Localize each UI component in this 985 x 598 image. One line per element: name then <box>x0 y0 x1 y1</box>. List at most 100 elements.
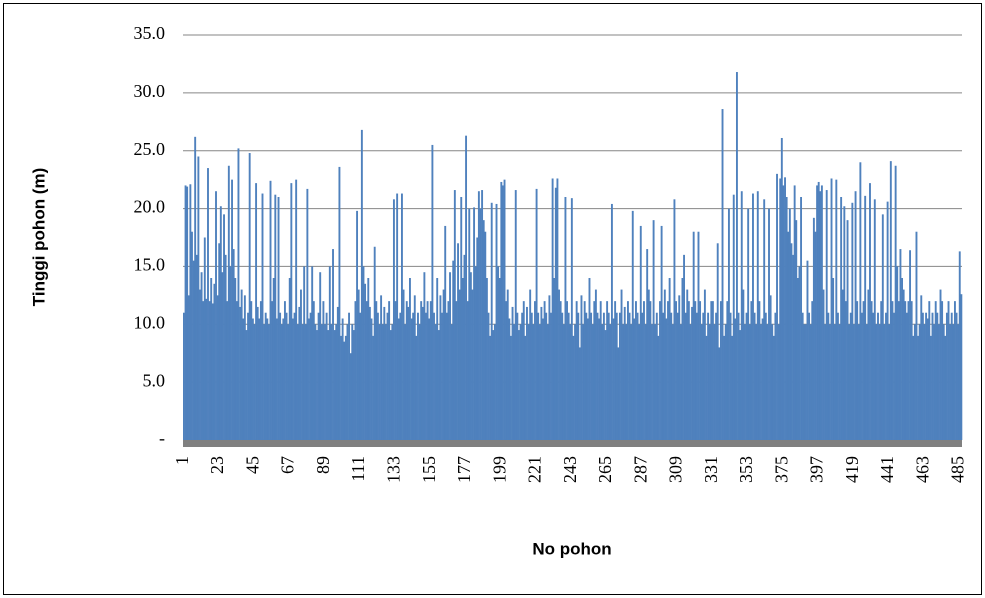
bar <box>501 185 504 440</box>
bar <box>865 324 868 440</box>
bar <box>570 198 573 440</box>
bar <box>681 278 684 440</box>
y-tick-label: 30.0 <box>134 81 166 101</box>
bar <box>239 306 242 440</box>
bar <box>614 301 617 440</box>
bar <box>380 295 383 440</box>
bar <box>516 312 519 440</box>
bar <box>787 231 790 440</box>
bar <box>888 324 891 440</box>
bar <box>367 278 370 440</box>
bar <box>766 324 769 440</box>
bar <box>474 266 477 440</box>
bar <box>303 266 306 440</box>
bar <box>873 199 876 440</box>
x-tick-label: 45 <box>242 456 262 474</box>
x-tick-label: 23 <box>207 456 227 474</box>
bar <box>197 156 200 440</box>
bar <box>707 312 710 440</box>
bar <box>231 179 233 440</box>
bar <box>731 335 734 440</box>
bar <box>192 260 195 440</box>
bar <box>409 278 411 440</box>
bar <box>317 312 320 440</box>
bar <box>513 324 516 440</box>
bar <box>687 301 690 440</box>
bar <box>319 272 322 440</box>
x-tick-label: 1 <box>172 456 192 465</box>
bar <box>657 335 660 440</box>
bar <box>769 295 772 440</box>
bar <box>526 306 528 440</box>
bar <box>449 272 451 440</box>
bar <box>937 324 940 440</box>
bar <box>476 237 479 440</box>
bar <box>420 301 423 440</box>
bar <box>708 324 711 440</box>
bar <box>442 289 445 440</box>
bar <box>343 341 346 440</box>
bar <box>758 301 761 440</box>
bar <box>639 225 642 440</box>
bar <box>622 324 625 440</box>
bar <box>558 289 560 440</box>
bar <box>211 303 214 440</box>
bar <box>745 312 748 440</box>
bar <box>809 324 812 440</box>
bar <box>503 179 506 440</box>
bar <box>399 312 402 440</box>
bar <box>917 335 920 440</box>
bar <box>287 324 290 440</box>
bar <box>360 129 363 440</box>
bar <box>548 295 551 440</box>
bar <box>933 324 936 440</box>
bar <box>889 161 892 440</box>
bar <box>739 330 742 440</box>
bar <box>944 335 947 440</box>
bar <box>819 191 822 440</box>
bar <box>381 324 384 440</box>
bar <box>184 185 187 440</box>
bar <box>846 220 849 440</box>
bar <box>545 312 548 440</box>
bar <box>221 272 224 440</box>
bar <box>328 266 331 440</box>
bar <box>811 301 814 440</box>
bar <box>375 301 378 440</box>
bar <box>702 312 705 440</box>
bar <box>362 266 365 440</box>
bar <box>322 301 325 440</box>
bar <box>428 318 431 440</box>
bar <box>782 185 785 440</box>
bar <box>960 294 963 440</box>
x-tick-label: 265 <box>595 456 615 483</box>
bar <box>774 312 777 440</box>
bar <box>434 324 437 440</box>
bar <box>455 301 458 440</box>
bar <box>586 318 589 440</box>
bar <box>856 301 859 440</box>
bar <box>288 278 291 440</box>
bar <box>290 183 293 440</box>
bar <box>723 335 726 440</box>
bar <box>368 306 371 440</box>
bar <box>877 312 879 440</box>
bar <box>466 301 469 440</box>
bar <box>357 289 360 440</box>
bar <box>711 301 714 440</box>
bar <box>832 278 835 440</box>
bar <box>662 312 665 440</box>
x-tick-label: 287 <box>630 456 650 483</box>
bar <box>461 278 464 440</box>
bar <box>338 166 341 440</box>
bar <box>912 335 915 440</box>
bar <box>710 301 713 440</box>
bar <box>205 298 208 440</box>
bar <box>359 312 362 440</box>
bar <box>237 148 240 440</box>
bar <box>453 190 456 440</box>
y-axis-title: Tinggi pohon (m) <box>29 168 48 306</box>
bar <box>580 295 583 440</box>
bar <box>936 312 939 440</box>
bar <box>691 306 694 440</box>
